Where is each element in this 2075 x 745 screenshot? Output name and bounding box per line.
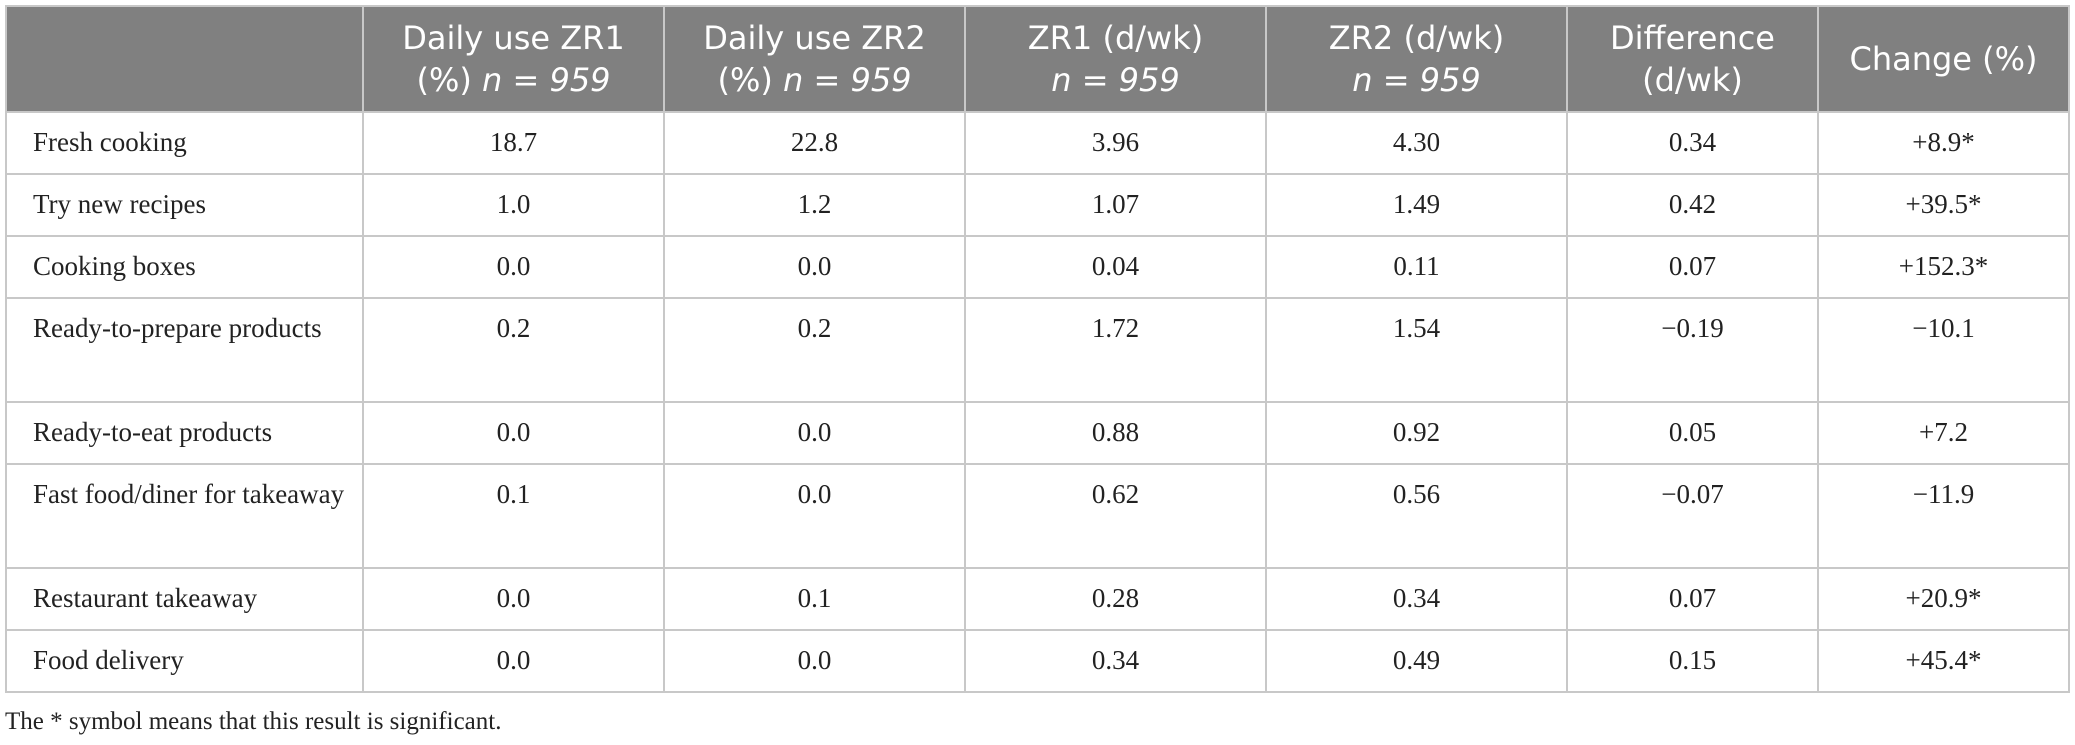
cell-daily-use-zr2: 1.2 [663,173,966,237]
header-n: n = 959 [1352,61,1481,99]
cell-difference: 0.15 [1566,629,1819,693]
cell-difference: −0.07 [1566,463,1819,569]
cell-zr1-days: 1.72 [964,297,1267,403]
table-row: Cooking boxes 0.0 0.0 0.04 0.11 0.07 +15… [5,235,2070,299]
header-text: Daily use ZR2 (%) [703,19,926,99]
table-row: Fresh cooking 18.7 22.8 3.96 4.30 0.34 +… [5,111,2070,175]
cell-difference: 0.34 [1566,111,1819,175]
table-header: Daily use ZR1 (%) n = 959 Daily use ZR2 … [5,5,2070,113]
table-row: Ready-to-eat products 0.0 0.0 0.88 0.92 … [5,401,2070,465]
header-cell-row-label [5,5,364,113]
cell-daily-use-zr1: 0.1 [362,463,665,569]
cell-daily-use-zr1: 18.7 [362,111,665,175]
cell-zr1-days: 1.07 [964,173,1267,237]
table-row: Ready-to-prepare products 0.2 0.2 1.72 1… [5,297,2070,403]
cell-daily-use-zr1: 0.2 [362,297,665,403]
header-text: Daily use ZR1 (%) [402,19,625,99]
cell-difference: 0.07 [1566,235,1819,299]
cell-zr1-days: 0.28 [964,567,1267,631]
table-row: Try new recipes 1.0 1.2 1.07 1.49 0.42 +… [5,173,2070,237]
cell-daily-use-zr1: 0.0 [362,567,665,631]
cell-zr1-days: 0.34 [964,629,1267,693]
row-label: Food delivery [5,629,364,693]
data-table-container: Daily use ZR1 (%) n = 959 Daily use ZR2 … [5,5,2070,693]
cell-daily-use-zr1: 0.0 [362,629,665,693]
header-cell-daily-use-zr1: Daily use ZR1 (%) n = 959 [362,5,665,113]
cell-zr1-days: 0.62 [964,463,1267,569]
cell-zr2-days: 0.49 [1265,629,1568,693]
row-label: Ready-to-eat products [5,401,364,465]
cell-daily-use-zr1: 0.0 [362,401,665,465]
cell-difference: 0.05 [1566,401,1819,465]
row-label: Fresh cooking [5,111,364,175]
cell-daily-use-zr1: 0.0 [362,235,665,299]
table-footnote: The * symbol means that this result is s… [5,708,502,735]
cell-change: +152.3* [1817,235,2070,299]
cell-difference: 0.42 [1566,173,1819,237]
cell-daily-use-zr2: 0.0 [663,463,966,569]
cell-daily-use-zr1: 1.0 [362,173,665,237]
table-row: Restaurant takeaway 0.0 0.1 0.28 0.34 0.… [5,567,2070,631]
cell-daily-use-zr2: 0.0 [663,235,966,299]
header-text: ZR1 (d/wk) [1027,19,1204,57]
row-label: Try new recipes [5,173,364,237]
table-row: Food delivery 0.0 0.0 0.34 0.49 0.15 +45… [5,629,2070,693]
cell-daily-use-zr2: 0.2 [663,297,966,403]
header-n: n = 959 [482,61,611,99]
row-label: Cooking boxes [5,235,364,299]
header-cell-difference: Difference (d/wk) [1566,5,1819,113]
header-cell-zr1-days: ZR1 (d/wk) n = 959 [964,5,1267,113]
cell-daily-use-zr2: 0.0 [663,401,966,465]
cell-daily-use-zr2: 0.0 [663,629,966,693]
header-row: Daily use ZR1 (%) n = 959 Daily use ZR2 … [5,5,2070,113]
row-label: Fast food/diner for takeaway [5,463,364,569]
cell-zr2-days: 0.11 [1265,235,1568,299]
row-label: Ready-to-prepare products [5,297,364,403]
cell-difference: 0.07 [1566,567,1819,631]
row-label: Restaurant takeaway [5,567,364,631]
table-row: Fast food/diner for takeaway 0.1 0.0 0.6… [5,463,2070,569]
cell-change: +39.5* [1817,173,2070,237]
cell-zr2-days: 0.34 [1265,567,1568,631]
cell-change: −10.1 [1817,297,2070,403]
cell-change: +8.9* [1817,111,2070,175]
cell-daily-use-zr2: 22.8 [663,111,966,175]
header-text: ZR2 (d/wk) [1328,19,1505,57]
header-text: Change (%) [1849,40,2038,78]
cell-zr2-days: 0.56 [1265,463,1568,569]
cell-zr2-days: 4.30 [1265,111,1568,175]
cell-zr2-days: 1.54 [1265,297,1568,403]
cell-zr1-days: 3.96 [964,111,1267,175]
header-cell-daily-use-zr2: Daily use ZR2 (%) n = 959 [663,5,966,113]
header-cell-change: Change (%) [1817,5,2070,113]
table-body: Fresh cooking 18.7 22.8 3.96 4.30 0.34 +… [5,111,2070,693]
cell-zr1-days: 0.04 [964,235,1267,299]
cell-change: +20.9* [1817,567,2070,631]
header-cell-zr2-days: ZR2 (d/wk) n = 959 [1265,5,1568,113]
cell-change: +7.2 [1817,401,2070,465]
header-n: n = 959 [783,61,912,99]
cell-zr2-days: 0.92 [1265,401,1568,465]
cell-zr2-days: 1.49 [1265,173,1568,237]
cell-zr1-days: 0.88 [964,401,1267,465]
cell-difference: −0.19 [1566,297,1819,403]
header-text: Difference (d/wk) [1610,19,1775,99]
cell-change: +45.4* [1817,629,2070,693]
data-table: Daily use ZR1 (%) n = 959 Daily use ZR2 … [5,5,2070,693]
cell-daily-use-zr2: 0.1 [663,567,966,631]
header-n: n = 959 [1051,61,1180,99]
cell-change: −11.9 [1817,463,2070,569]
